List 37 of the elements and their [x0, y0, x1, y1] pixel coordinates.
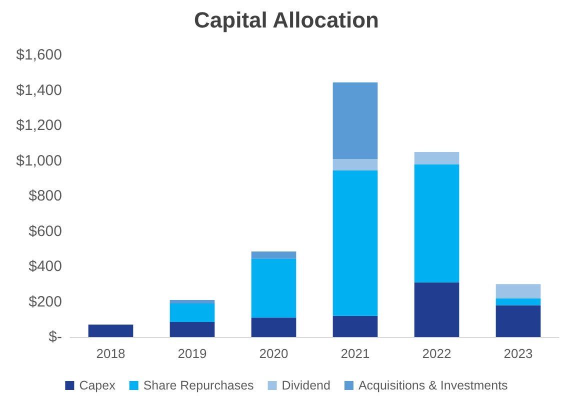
y-tick-label: $1,400 — [16, 82, 62, 99]
x-tick-label: 2021 — [340, 346, 370, 361]
bar — [170, 300, 215, 304]
x-tick-label: 2018 — [96, 346, 126, 361]
y-tick-label: $1,600 — [16, 46, 62, 64]
y-tick-label: $400 — [28, 258, 62, 275]
bar — [414, 152, 460, 164]
x-tick-label: 2023 — [504, 346, 533, 361]
bar — [170, 304, 215, 322]
legend-label: Dividend — [282, 378, 330, 392]
bar — [332, 316, 378, 337]
bar — [496, 298, 541, 306]
bar — [332, 158, 378, 170]
y-tick-label: $1,000 — [16, 152, 62, 170]
y-tick-label: $200 — [28, 293, 62, 310]
y-tick-label: $1,200 — [16, 117, 62, 134]
bar — [496, 284, 541, 298]
bar — [251, 258, 296, 318]
y-tick-label: $600 — [28, 222, 62, 240]
chart-title: Capital Allocation — [194, 8, 379, 32]
bar — [414, 282, 460, 337]
x-tick-label: 2022 — [422, 346, 452, 361]
bar — [414, 164, 460, 282]
y-tick-label: $- — [48, 328, 62, 346]
legend-label: Capex — [79, 378, 116, 392]
legend-label: Share Repurchases — [143, 378, 254, 392]
x-tick-label: 2020 — [259, 346, 288, 361]
bar — [496, 305, 541, 337]
y-tick-label: $800 — [28, 188, 62, 204]
bar — [332, 82, 378, 159]
x-tick-label: 2019 — [178, 346, 207, 361]
bar — [251, 318, 296, 337]
bar — [332, 170, 378, 316]
bar — [170, 322, 215, 337]
legend-label: Acquisitions & Investments — [358, 378, 508, 392]
bar — [88, 324, 134, 337]
bar — [251, 252, 296, 259]
